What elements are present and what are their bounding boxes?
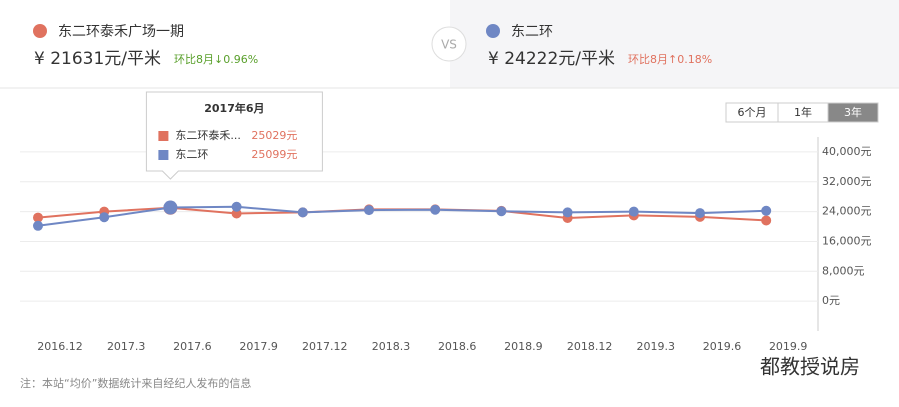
x-tick-label: 2017.3 xyxy=(107,340,146,353)
y-tick-label: 32,000元 xyxy=(822,175,872,188)
legend-dot xyxy=(33,24,47,38)
range-button[interactable] xyxy=(827,102,879,123)
range-button-label[interactable]: 3年 xyxy=(844,105,862,119)
point xyxy=(761,215,772,226)
point xyxy=(163,200,178,215)
point xyxy=(364,205,374,216)
price: ¥ 21631元/平米 xyxy=(34,49,161,69)
legend-name: 东二环泰禾广场一期 xyxy=(58,24,184,40)
vs-circle xyxy=(431,26,467,62)
x-tick-label: 2019.6 xyxy=(703,340,742,353)
tooltip-title: 2017年6月 xyxy=(204,101,264,115)
series-line xyxy=(37,205,767,227)
price: ¥ 24222元/平米 xyxy=(488,49,615,69)
range-button-label[interactable]: 6个月 xyxy=(738,106,767,119)
x-tick-label: 2017.12 xyxy=(302,340,348,353)
footnote: 注：本站“均价”数据统计来自经纪人发布的信息 xyxy=(20,376,251,390)
point xyxy=(695,208,705,219)
x-tick-label: 2016.12 xyxy=(37,340,83,353)
x-tick-label: 2018.9 xyxy=(504,340,543,353)
legend-dot xyxy=(486,24,500,38)
change: 环比8月↑0.18% xyxy=(628,53,712,66)
vs: VS xyxy=(441,38,457,52)
change: 环比8月↓0.96% xyxy=(174,53,258,66)
tooltip-swatch xyxy=(158,131,169,141)
range-button-label[interactable]: 1年 xyxy=(794,105,812,119)
x-tick-label: 2018.3 xyxy=(372,340,411,353)
point xyxy=(231,201,242,212)
y-tick-label: 8,000元 xyxy=(822,264,865,277)
point xyxy=(99,212,110,223)
point xyxy=(628,206,639,217)
tooltip-box xyxy=(145,91,323,180)
point xyxy=(430,204,441,215)
x-tick-label: 2017.9 xyxy=(239,340,278,353)
point xyxy=(297,207,308,218)
tooltip-swatch xyxy=(158,150,169,160)
x-tick-label: 2019.9 xyxy=(769,340,808,353)
y-tick-label: 16,000元 xyxy=(822,234,872,247)
right-panel xyxy=(450,0,899,88)
x-tick-label: 2017.6 xyxy=(173,340,212,353)
tooltip-value: 25099元 xyxy=(251,148,297,161)
point xyxy=(33,212,43,223)
tooltip-name: 东二环泰禾... xyxy=(175,128,241,142)
point xyxy=(562,207,573,218)
tooltip-name: 东二环 xyxy=(175,148,208,161)
point xyxy=(33,220,43,231)
tooltip-value: 25029元 xyxy=(251,129,297,142)
point xyxy=(761,205,772,216)
x-tick-label: 2018.12 xyxy=(567,340,613,353)
legend-name: 东二环 xyxy=(511,24,553,40)
y-tick-label: 24,000元 xyxy=(822,205,872,218)
x-tick-label: 2019.3 xyxy=(637,340,676,353)
y-tick-label: 40,000元 xyxy=(822,145,872,158)
x-tick-label: 2018.6 xyxy=(438,340,477,353)
point xyxy=(496,206,507,217)
watermark: 都教授说房 xyxy=(760,355,860,379)
y-tick-label: 0元 xyxy=(822,294,840,307)
